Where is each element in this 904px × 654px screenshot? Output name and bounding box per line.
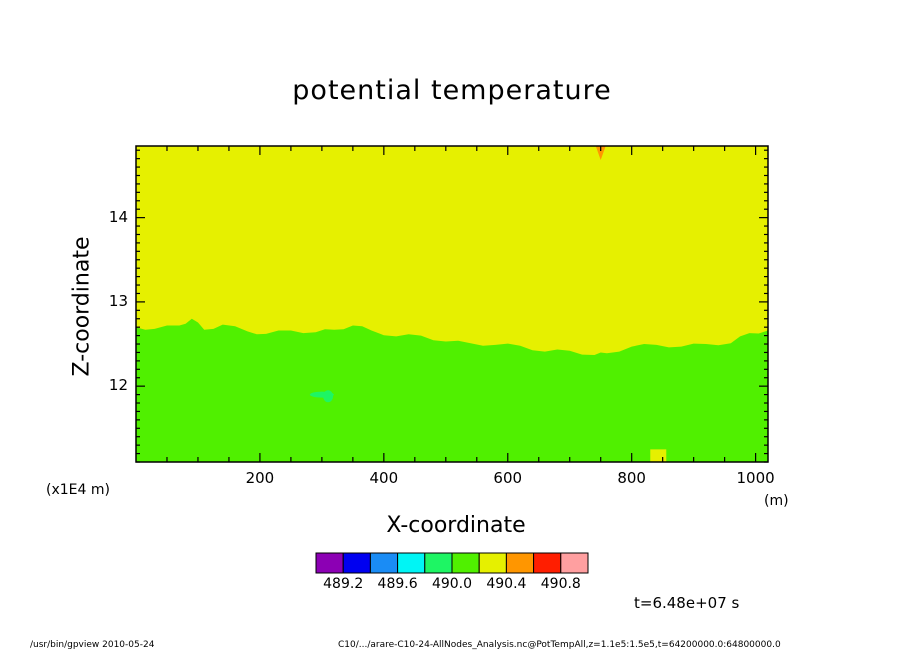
x-tick-label: 600 <box>493 469 523 487</box>
colorbar-swatch <box>478 552 507 574</box>
x-axis-label: X-coordinate <box>386 513 526 538</box>
colorbar-swatch <box>560 552 589 574</box>
colorbar-swatch <box>369 552 399 574</box>
patch-upper <box>650 449 667 462</box>
chart-title: potential temperature <box>292 75 612 106</box>
colorbar-label: 490.0 <box>431 576 473 592</box>
x-tick-label: 800 <box>617 469 646 487</box>
x-tick-label: 1000 <box>736 469 775 487</box>
y-tick-label: 14 <box>108 207 128 226</box>
footer-source: C10/.../arare-C10-24-AllNodes_Analysis.n… <box>338 640 781 650</box>
spot-490-4 <box>595 146 606 160</box>
colorbar-label: 490.8 <box>540 576 581 592</box>
x-unit: (m) <box>764 493 789 509</box>
colorbar-swatch <box>424 552 453 574</box>
colorbar-label: 489.6 <box>377 576 418 592</box>
y-scale-unit: (x1E4 m) <box>46 482 110 498</box>
colorbar-swatch <box>342 552 371 574</box>
colorbar-swatch <box>451 552 480 574</box>
colorbar-swatch <box>315 552 344 574</box>
colorbar-swatch <box>397 552 426 574</box>
y-tick-label: 12 <box>108 376 128 395</box>
time-label: t=6.48e+07 s <box>634 594 740 612</box>
colorbar-swatch <box>533 552 562 574</box>
lower-region <box>136 318 768 462</box>
x-tick-label: 200 <box>245 469 275 487</box>
colorbar-swatch <box>505 552 535 574</box>
y-tick-label: 13 <box>108 291 128 310</box>
plot-frame <box>135 145 769 463</box>
colorbar-label: 489.2 <box>323 576 364 592</box>
y-axis-label: Z-coordinate <box>69 236 95 377</box>
patch-490 <box>323 390 334 403</box>
x-tick-label: 400 <box>369 469 399 487</box>
footer-program: /usr/bin/gpview 2010-05-24 <box>30 640 155 650</box>
colorbar-label: 490.4 <box>486 576 527 592</box>
